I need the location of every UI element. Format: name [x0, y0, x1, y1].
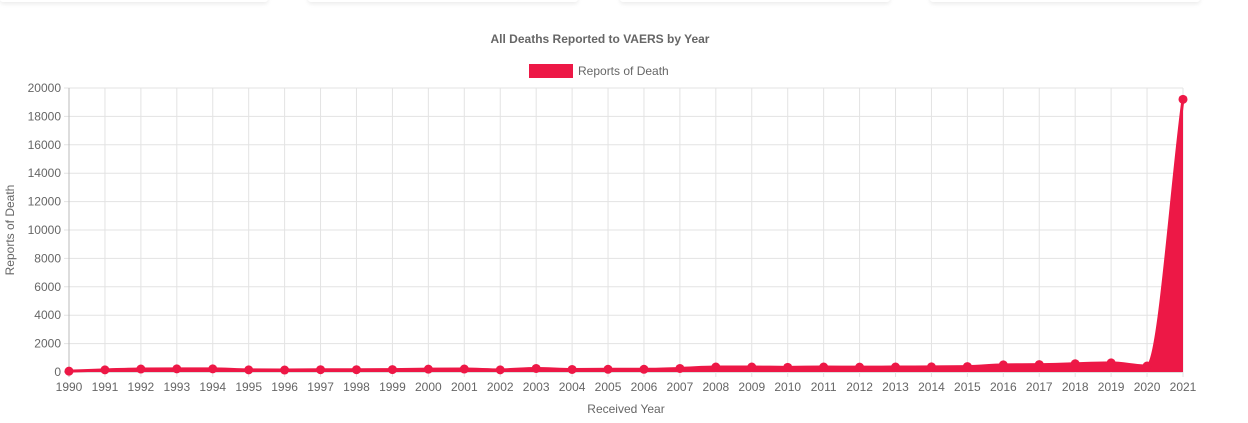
y-tick-label: 20000: [28, 81, 62, 95]
data-point-2017: [1034, 360, 1044, 370]
x-tick-label: 1992: [128, 380, 155, 394]
data-point-2010: [783, 362, 793, 372]
legend-swatch: [529, 64, 573, 78]
x-tick-label: 2021: [1170, 380, 1197, 394]
x-tick-label: 2009: [738, 380, 765, 394]
data-point-2005: [603, 364, 613, 374]
x-tick-label: 1994: [199, 380, 226, 394]
y-tick-label: 12000: [28, 195, 62, 209]
data-point-1999: [387, 365, 397, 375]
data-point-1995: [244, 365, 254, 375]
y-tick-label: 6000: [34, 280, 61, 294]
x-tick-label: 2017: [1026, 380, 1053, 394]
series-line: [68, 99, 1185, 373]
data-point-2016: [998, 360, 1008, 370]
data-point-1997: [316, 365, 326, 375]
data-point-2019: [1106, 358, 1116, 368]
x-tick-label: 2010: [774, 380, 801, 394]
x-tick-label: 1998: [343, 380, 370, 394]
summary-card-4: [930, 0, 1200, 2]
data-point-2011: [819, 362, 829, 372]
data-point-2018: [1070, 359, 1080, 369]
data-point-2001: [459, 364, 469, 374]
x-tick-label: 2016: [990, 380, 1017, 394]
x-tick-label: 2018: [1062, 380, 1089, 394]
data-point-2000: [423, 364, 433, 374]
data-point-1993: [172, 364, 182, 374]
summary-card-1: [0, 0, 268, 2]
series-area: [69, 99, 1183, 373]
data-point-2003: [531, 363, 541, 373]
x-tick-label: 2002: [487, 380, 514, 394]
x-tick-label: 2014: [918, 380, 945, 394]
x-tick-label: 1991: [92, 380, 119, 394]
x-tick-label: 2011: [811, 380, 837, 394]
y-tick-label: 2000: [34, 337, 61, 351]
x-tick-label: 1996: [271, 380, 298, 394]
data-point-2013: [891, 362, 901, 372]
data-point-2009: [747, 362, 757, 372]
x-tick-label: 1995: [235, 380, 262, 394]
y-tick-label: 0: [54, 365, 61, 379]
x-tick-label: 1990: [56, 380, 83, 394]
y-tick-label: 10000: [28, 223, 62, 237]
x-tick-label: 2015: [954, 380, 981, 394]
x-tick-label: 2005: [595, 380, 622, 394]
y-tick-label: 18000: [28, 109, 62, 123]
data-point-2021: [1178, 94, 1188, 104]
x-tick-label: 2006: [631, 380, 658, 394]
data-point-1998: [351, 365, 361, 375]
x-tick-label: 1993: [163, 380, 190, 394]
y-tick-label: 14000: [28, 166, 62, 180]
summary-card-2: [308, 0, 578, 2]
data-point-2006: [639, 364, 649, 374]
legend-item[interactable]: Reports of Death: [529, 64, 669, 78]
data-point-2004: [567, 364, 577, 374]
x-tick-label: 2004: [559, 380, 586, 394]
data-point-2007: [675, 363, 685, 373]
chart-title: All Deaths Reported to VAERS by Year: [490, 32, 710, 46]
x-tick-label: 2020: [1134, 380, 1161, 394]
data-point-1996: [280, 365, 290, 375]
x-tick-label: 2019: [1098, 380, 1125, 394]
x-tick-label: 2003: [523, 380, 550, 394]
data-point-1991: [100, 365, 110, 375]
data-point-2002: [495, 365, 505, 375]
x-axis-title: Received Year: [587, 402, 664, 416]
summary-card-3: [620, 0, 890, 2]
y-tick-label: 8000: [34, 251, 61, 265]
x-tick-label: 2013: [882, 380, 909, 394]
data-point-2020: [1142, 361, 1152, 371]
y-tick-label: 16000: [28, 138, 62, 152]
x-tick-label: 2007: [667, 380, 694, 394]
y-axis-title: Reports of Death: [3, 185, 17, 276]
data-point-1994: [208, 364, 218, 374]
data-point-2008: [711, 362, 721, 372]
data-point-2015: [962, 362, 972, 372]
data-point-2012: [855, 362, 865, 372]
data-point-1992: [136, 364, 146, 374]
x-tick-label: 2012: [846, 380, 873, 394]
x-tick-label: 1997: [307, 380, 334, 394]
y-tick-label: 4000: [34, 308, 61, 322]
x-tick-label: 2001: [451, 380, 478, 394]
x-tick-label: 2008: [702, 380, 729, 394]
x-tick-label: 2000: [415, 380, 442, 394]
data-point-1990: [64, 366, 74, 376]
data-point-2014: [926, 362, 936, 372]
legend-label: Reports of Death: [578, 64, 669, 78]
x-tick-label: 1999: [379, 380, 406, 394]
